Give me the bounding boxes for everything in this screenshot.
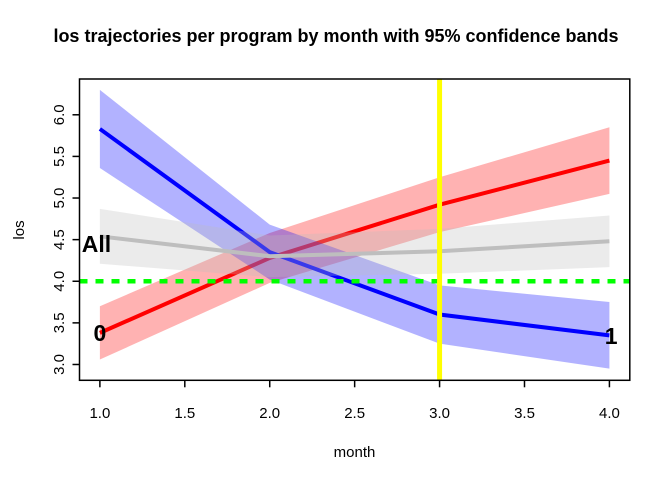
y-tick-label: 3.0 [51, 354, 68, 375]
x-tick-label: 3.5 [514, 405, 535, 422]
y-tick-label: 6.0 [51, 104, 68, 125]
group-label-program-0: 0 [93, 320, 106, 346]
y-tick-label: 4.5 [51, 229, 68, 250]
fit-line-all [99, 234, 610, 259]
y-tick-label: 3.5 [51, 312, 68, 333]
x-tick-label: 4.0 [599, 405, 620, 422]
y-tick-label: 5.5 [51, 146, 68, 167]
x-tick-label: 1.5 [174, 405, 195, 422]
group-label-program-1: 1 [605, 323, 618, 349]
x-tick-label: 3.0 [429, 405, 450, 422]
x-axis-title: month [333, 444, 376, 461]
x-tick-label: 1.0 [89, 405, 110, 422]
confidence-band-program-1 [99, 89, 610, 369]
confidence-band-program-0 [99, 127, 610, 360]
chart-title: los trajectories per program by month wi… [53, 26, 619, 46]
x-tick-label: 2.5 [344, 405, 365, 422]
y-tick-label: 4.0 [51, 271, 68, 292]
group-label-all: All [82, 231, 111, 257]
x-tick-label: 2.0 [259, 405, 280, 422]
y-axis-title: los [11, 220, 28, 240]
y-tick-label: 5.0 [51, 188, 68, 209]
fit-line-program-0 [99, 158, 610, 335]
confidence-band-all [99, 208, 610, 278]
